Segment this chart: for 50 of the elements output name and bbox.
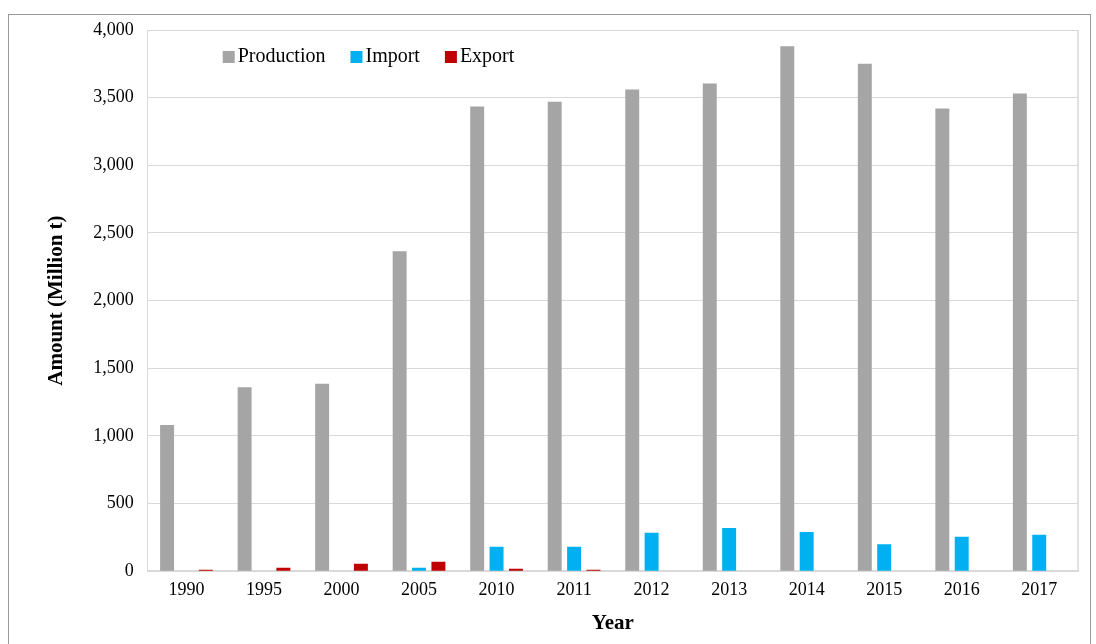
y-axis-title: Amount (Million t): [43, 215, 68, 386]
bar: [780, 46, 795, 571]
y-tick-label: 2,000: [93, 289, 134, 310]
bar: [489, 546, 504, 571]
y-tick-label: 1,000: [93, 424, 134, 445]
bar: [722, 527, 737, 571]
y-tick-label: 1,500: [93, 356, 134, 377]
bar: [877, 544, 892, 571]
bar: [470, 106, 485, 571]
bar: [799, 531, 814, 571]
x-axis-title: Year: [591, 609, 634, 634]
bar: [412, 567, 427, 571]
legend-label: Production: [237, 44, 326, 67]
bar: [315, 383, 330, 571]
x-tick-label: 2016: [943, 578, 980, 599]
x-tick-label: 2005: [401, 578, 438, 599]
x-tick-label: 2013: [711, 578, 748, 599]
bar: [954, 536, 969, 571]
bar: [935, 108, 950, 571]
bar: [644, 532, 659, 571]
y-tick-label: 3,000: [93, 154, 134, 175]
x-tick-label: 1990: [168, 578, 205, 599]
bar: [857, 63, 872, 571]
x-tick-label: 1995: [245, 578, 282, 599]
bar: [702, 83, 717, 571]
x-tick-label: 2011: [556, 578, 592, 599]
legend-label: Export: [459, 44, 515, 68]
bar: [625, 89, 640, 571]
x-tick-label: 2010: [478, 578, 515, 599]
bar: [547, 101, 562, 571]
x-tick-label: 2000: [323, 578, 360, 599]
x-tick-label: 2017: [1021, 578, 1058, 599]
bar: [392, 251, 407, 571]
y-tick-label: 2,500: [93, 221, 134, 242]
bar: [237, 387, 252, 571]
x-tick-label: 2012: [633, 578, 670, 599]
bar: [1032, 534, 1047, 571]
bar: [431, 561, 446, 571]
legend-label: Import: [365, 44, 421, 68]
y-tick-label: 4,000: [93, 18, 134, 39]
bar: [160, 425, 175, 571]
x-tick-label: 2015: [866, 578, 903, 599]
bar: [353, 563, 368, 571]
y-tick-label: 0: [124, 559, 134, 580]
bar: [276, 567, 291, 571]
bar: [1012, 93, 1027, 571]
y-tick-label: 3,500: [93, 86, 134, 107]
y-tick-label: 500: [106, 492, 134, 513]
x-tick-label: 2014: [788, 578, 825, 599]
bar: [567, 546, 582, 571]
